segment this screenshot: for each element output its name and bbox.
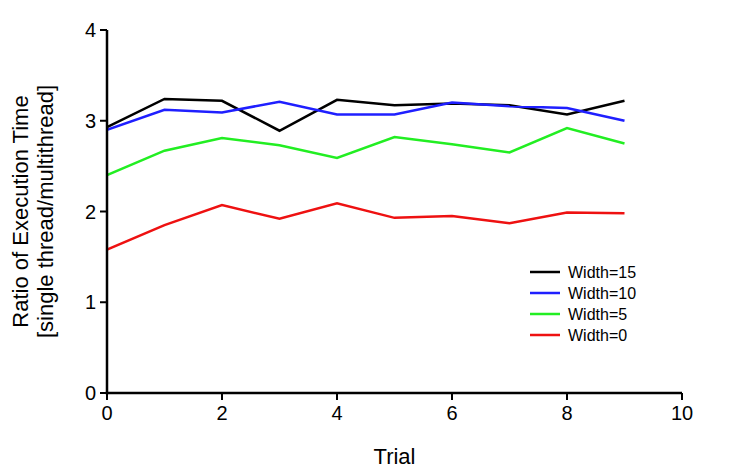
x-tick-label: 8 — [561, 402, 572, 424]
legend-label: Width=15 — [568, 264, 636, 281]
x-tick-label: 10 — [671, 402, 693, 424]
series-line — [107, 203, 625, 249]
x-tick — [221, 393, 223, 400]
y-tick — [100, 120, 107, 122]
legend-swatch — [530, 292, 560, 295]
x-tick — [451, 393, 453, 400]
x-axis-label: Trial — [374, 444, 416, 469]
series-group — [107, 99, 625, 250]
x-tick-label: 0 — [101, 402, 112, 424]
series-line — [107, 102, 625, 130]
x-tick-label: 6 — [446, 402, 457, 424]
y-tick-label: 3 — [85, 110, 96, 132]
y-tick-label: 1 — [85, 291, 96, 313]
legend-label: Width=0 — [568, 327, 627, 344]
x-tick — [566, 393, 568, 400]
legend-label: Width=5 — [568, 306, 627, 323]
y-tick-label: 4 — [85, 19, 96, 41]
x-axis — [106, 392, 682, 395]
legend-swatch — [530, 334, 560, 337]
legend: Width=15 Width=10 Width=5 Width=0 — [530, 264, 636, 344]
legend-swatch — [530, 271, 560, 274]
legend-label: Width=10 — [568, 285, 636, 302]
x-tick — [106, 393, 108, 400]
series-line — [107, 99, 625, 131]
x-tick-label: 4 — [331, 402, 342, 424]
x-tick — [336, 393, 338, 400]
x-tick — [681, 393, 683, 400]
y-tick — [100, 392, 107, 394]
y-tick-label: 0 — [85, 382, 96, 404]
y-tick — [100, 29, 107, 31]
y-axis-label: Ratio of Execution Time[single thread/mu… — [8, 85, 58, 338]
y-tick — [100, 301, 107, 303]
y-tick-label: 2 — [85, 201, 96, 223]
x-tick-label: 2 — [216, 402, 227, 424]
series-line — [107, 128, 625, 175]
chart: 0 2 4 6 8 10 0 1 2 3 4 Trial Ratio of Execution Time… — [0, 0, 750, 475]
y-tick — [100, 211, 107, 213]
legend-swatch — [530, 313, 560, 316]
